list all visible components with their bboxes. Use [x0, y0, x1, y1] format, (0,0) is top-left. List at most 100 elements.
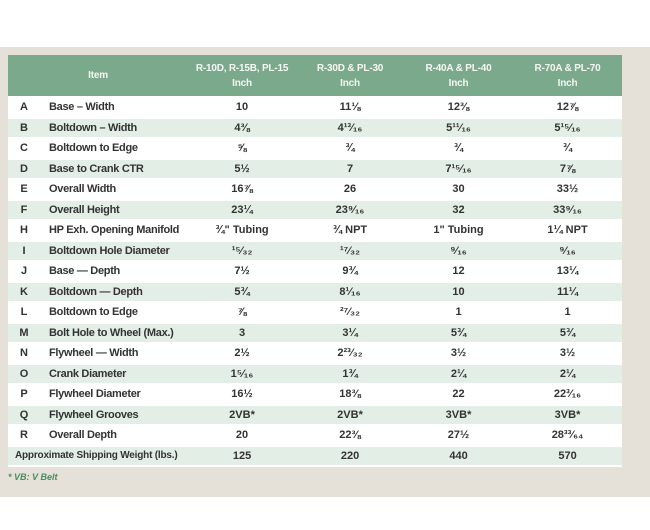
row-value: 30: [404, 180, 514, 201]
row-letter: E: [8, 180, 40, 201]
row-value: 1: [404, 303, 514, 324]
row-value: 7: [296, 160, 405, 180]
row-item-label: Crank Diameter: [40, 365, 189, 385]
spec-table: Item R-10D, R-15B, PL-15 Inch R-30D & PL…: [8, 55, 623, 467]
row-letter: K: [8, 283, 40, 303]
row-value: 1¾: [296, 365, 405, 385]
row-value: 22⅜: [296, 426, 405, 447]
spec-sheet-panel: Item R-10D, R-15B, PL-15 Inch R-30D & PL…: [0, 47, 650, 497]
row-letter: F: [8, 201, 40, 221]
row-letter: Q: [8, 406, 40, 426]
row-value: 2VB*: [296, 406, 405, 426]
row-value: ¹⁷⁄₃₂: [296, 242, 405, 262]
row-letter: A: [8, 98, 40, 119]
column-header-unit: Inch: [232, 77, 252, 89]
row-value: 3VB*: [404, 406, 514, 426]
row-item-label: Bolt Hole to Wheel (Max.): [40, 324, 189, 344]
row-item-label: Flywheel Grooves: [40, 406, 189, 426]
table-row: R Overall Depth 20 22⅜ 27½ 28³³⁄₆₄: [8, 426, 623, 447]
shipping-weight-value: 570: [513, 447, 623, 467]
row-value: 16½: [188, 385, 297, 406]
row-value: 27½: [404, 426, 514, 447]
table-row: P Flywheel Diameter 16½ 18⅜ 22 22³⁄₁₆: [8, 385, 623, 406]
row-value: 28³³⁄₆₄: [513, 426, 623, 447]
row-value: 10: [404, 283, 514, 303]
table-row: F Overall Height 23¼ 23⁹⁄₁₆ 32 33⁹⁄₁₆: [8, 200, 623, 221]
row-value: ¹⁵⁄₃₂: [188, 242, 297, 262]
row-letter: H: [8, 221, 40, 242]
row-value: 2¼: [404, 365, 514, 385]
header-row: Item R-10D, R-15B, PL-15 Inch R-30D & PL…: [8, 55, 623, 98]
table-row: B Boltdown – Width 4⅜ 4¹³⁄₁₆ 5¹¹⁄₁₆ 5¹⁵⁄…: [8, 118, 623, 139]
table-row: I Boltdown Hole Diameter ¹⁵⁄₃₂ ¹⁷⁄₃₂ ⁹⁄₁…: [8, 241, 623, 262]
row-value: ²⁷⁄₃₂: [296, 303, 405, 324]
table-row: A Base – Width 10 11⅛ 12⅜ 12⅞: [8, 98, 623, 119]
row-value: 7⅞: [513, 160, 623, 180]
row-value: ⅝: [188, 139, 297, 160]
row-value: 1⁵⁄₁₆: [188, 365, 297, 385]
row-item-label: Boltdown Hole Diameter: [40, 242, 189, 262]
shipping-weight-value: 220: [296, 447, 405, 467]
table-row: O Crank Diameter 1⁵⁄₁₆ 1¾ 2¼ 2¼: [8, 364, 623, 385]
column-header-r70a-pl70: R-70A & PL-70 Inch: [513, 55, 623, 98]
row-item-label: Boltdown – Width: [40, 119, 189, 139]
row-letter: B: [8, 119, 40, 139]
row-value: 3½: [404, 344, 514, 365]
table-body: A Base – Width 10 11⅛ 12⅜ 12⅞ B Boltdown…: [8, 98, 623, 467]
row-value: 16⅞: [188, 180, 297, 201]
row-letter: L: [8, 303, 40, 324]
row-item-label: Flywheel — Width: [40, 344, 189, 365]
row-value: 7¹⁵⁄₁₆: [404, 160, 514, 180]
vb-footnote: * VB: V Belt: [8, 472, 58, 482]
row-letter: I: [8, 242, 40, 262]
table-row: K Boltdown — Depth 5¾ 8¹⁄₁₆ 10 11¼: [8, 282, 623, 303]
row-value: 2²³⁄₃₂: [296, 344, 405, 365]
row-value: ¾ NPT: [296, 221, 405, 242]
row-item-label: Flywheel Diameter: [40, 385, 189, 406]
row-value: 23⁹⁄₁₆: [296, 201, 405, 221]
row-value: 9¾: [296, 262, 405, 283]
table-header: Item R-10D, R-15B, PL-15 Inch R-30D & PL…: [8, 55, 623, 98]
row-value: 18⅜: [296, 385, 405, 406]
table-row: C Boltdown to Edge ⅝ ¾ ¾ ¾: [8, 139, 623, 160]
row-item-label: Overall Height: [40, 201, 189, 221]
row-value: 5¾: [404, 324, 514, 344]
table-row: N Flywheel — Width 2½ 2²³⁄₃₂ 3½ 3½: [8, 344, 623, 365]
row-value: 3½: [513, 344, 623, 365]
row-value: 7½: [188, 262, 297, 283]
row-value: 20: [188, 426, 297, 447]
row-value: 1: [513, 303, 623, 324]
row-value: 2½: [188, 344, 297, 365]
row-value: 32: [404, 201, 514, 221]
shipping-weight-label: Approximate Shipping Weight (lbs.): [8, 447, 189, 467]
row-value: 5¾: [188, 283, 297, 303]
row-value: 4⅜: [188, 119, 297, 139]
shipping-weight-value: 440: [404, 447, 514, 467]
table-row: J Base — Depth 7½ 9¾ 12 13¼: [8, 262, 623, 283]
row-item-label: Overall Depth: [40, 426, 189, 447]
row-letter: M: [8, 324, 40, 344]
column-header-r30d-pl30: R-30D & PL-30 Inch: [296, 55, 405, 98]
row-value: 12: [404, 262, 514, 283]
table-row: E Overall Width 16⅞ 26 30 33½: [8, 180, 623, 201]
row-value: 22³⁄₁₆: [513, 385, 623, 406]
row-letter: O: [8, 365, 40, 385]
row-value: 23¼: [188, 201, 297, 221]
row-letter: D: [8, 160, 40, 180]
row-value: ¾: [404, 139, 514, 160]
table-row: L Boltdown to Edge ⅞ ²⁷⁄₃₂ 1 1: [8, 303, 623, 324]
table-row: M Bolt Hole to Wheel (Max.) 3 3¼ 5¾ 5¾: [8, 323, 623, 344]
row-value: 5½: [188, 160, 297, 180]
column-header-unit: Inch: [448, 77, 469, 89]
row-value: 1" Tubing: [404, 221, 514, 242]
column-header-models: R-10D, R-15B, PL-15: [195, 62, 289, 74]
row-item-label: Base — Depth: [40, 262, 189, 283]
row-item-label: Boltdown to Edge: [40, 139, 189, 160]
column-header-r10d-r15b-pl15: R-10D, R-15B, PL-15 Inch: [188, 55, 297, 98]
table-row: Q Flywheel Grooves 2VB* 2VB* 3VB* 3VB*: [8, 405, 623, 426]
row-value: 11⅛: [296, 98, 405, 119]
row-value: 5¹⁵⁄₁₆: [513, 119, 623, 139]
row-item-label: Boltdown to Edge: [40, 303, 189, 324]
table-row: D Base to Crank CTR 5½ 7 7¹⁵⁄₁₆ 7⅞: [8, 159, 623, 180]
column-header-models: R-70A & PL-70: [534, 62, 601, 74]
